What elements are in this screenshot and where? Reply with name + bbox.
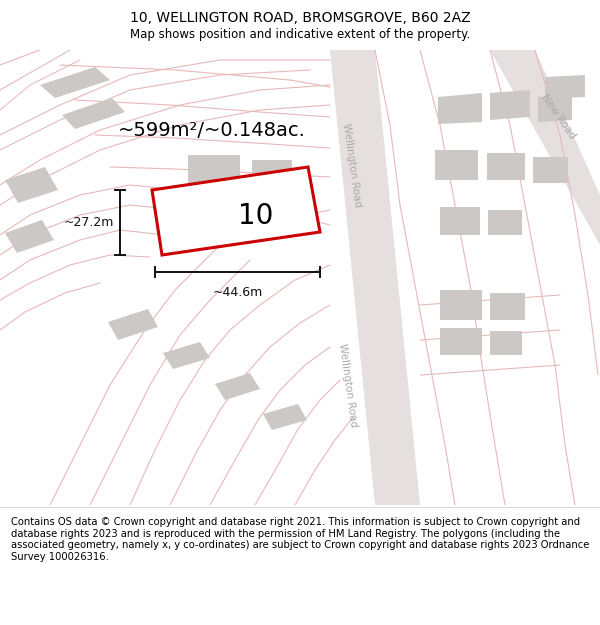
Polygon shape: [188, 155, 240, 187]
Text: New Road: New Road: [539, 93, 577, 141]
Polygon shape: [440, 207, 480, 235]
Polygon shape: [252, 160, 292, 187]
Polygon shape: [490, 50, 600, 245]
Text: ~599m²/~0.148ac.: ~599m²/~0.148ac.: [118, 121, 306, 139]
Text: 10, WELLINGTON ROAD, BROMSGROVE, B60 2AZ: 10, WELLINGTON ROAD, BROMSGROVE, B60 2AZ: [130, 11, 470, 25]
Polygon shape: [490, 90, 530, 120]
Polygon shape: [435, 150, 478, 180]
Text: ~27.2m: ~27.2m: [64, 216, 114, 229]
Polygon shape: [5, 167, 58, 203]
Text: 10: 10: [238, 202, 273, 230]
Polygon shape: [108, 309, 158, 340]
Text: Map shows position and indicative extent of the property.: Map shows position and indicative extent…: [130, 28, 470, 41]
Polygon shape: [163, 342, 210, 369]
Polygon shape: [440, 328, 482, 355]
Polygon shape: [438, 93, 482, 124]
Text: ~44.6m: ~44.6m: [212, 286, 263, 299]
Text: Wellington Road: Wellington Road: [341, 122, 363, 208]
Polygon shape: [488, 210, 522, 235]
Polygon shape: [545, 75, 585, 99]
Polygon shape: [487, 153, 525, 180]
Polygon shape: [538, 95, 572, 122]
Polygon shape: [5, 220, 54, 253]
Polygon shape: [440, 290, 482, 320]
Polygon shape: [62, 98, 125, 129]
Polygon shape: [263, 404, 307, 430]
Text: Contains OS data © Crown copyright and database right 2021. This information is : Contains OS data © Crown copyright and d…: [11, 517, 589, 562]
Text: Wellington Road: Wellington Road: [337, 342, 359, 428]
Polygon shape: [152, 167, 320, 255]
Polygon shape: [330, 50, 420, 505]
Polygon shape: [215, 373, 260, 400]
Polygon shape: [490, 293, 525, 320]
Polygon shape: [490, 331, 522, 355]
Polygon shape: [40, 67, 110, 98]
Polygon shape: [533, 157, 568, 183]
